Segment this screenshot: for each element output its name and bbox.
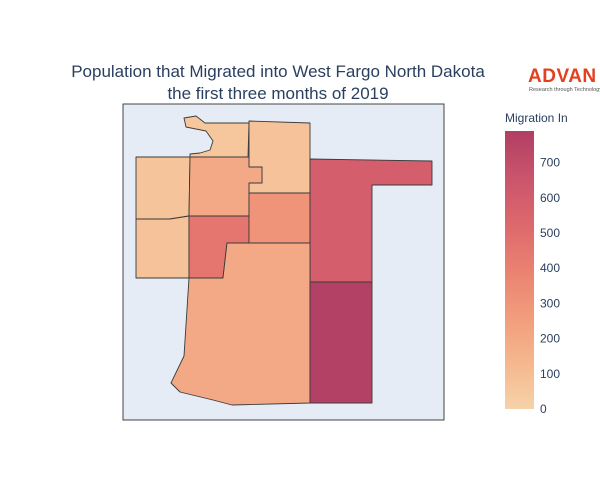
colorbar-ticks: 0 100 200 300 400 500 600 700 [540, 156, 560, 416]
region-northwest[interactable] [135, 156, 191, 220]
colorbar-tick-label: 600 [540, 191, 560, 205]
colorbar-tick-label: 700 [540, 156, 560, 170]
colorbar-tick-label: 400 [540, 261, 560, 275]
chart-title-line-2: the first three months of 2019 [167, 84, 388, 103]
colorbar-tick-label: 0 [540, 402, 547, 416]
colorbar-gradient [505, 131, 534, 409]
logo-tagline: Research through Technology [529, 87, 600, 93]
colorbar-tick-label: 500 [540, 226, 560, 240]
colorbar: Migration In 0 100 200 300 400 500 600 700 [505, 111, 568, 416]
colorbar-title: Migration In [505, 111, 568, 125]
region-west-middle[interactable] [135, 215, 190, 279]
colorbar-tick-label: 200 [540, 332, 560, 346]
advan-logo: ADVAN Research through Technology [528, 66, 600, 93]
colorbar-tick-label: 300 [540, 296, 560, 310]
logo-wordmark: ADVAN [528, 66, 597, 87]
region-north-central-west[interactable] [183, 115, 250, 158]
region-central-east[interactable] [248, 192, 311, 244]
colorbar-tick-label: 100 [540, 367, 560, 381]
region-southeast[interactable] [309, 281, 373, 404]
chart-title-line-1: Population that Migrated into West Fargo… [71, 62, 485, 81]
map-regions [135, 115, 433, 406]
